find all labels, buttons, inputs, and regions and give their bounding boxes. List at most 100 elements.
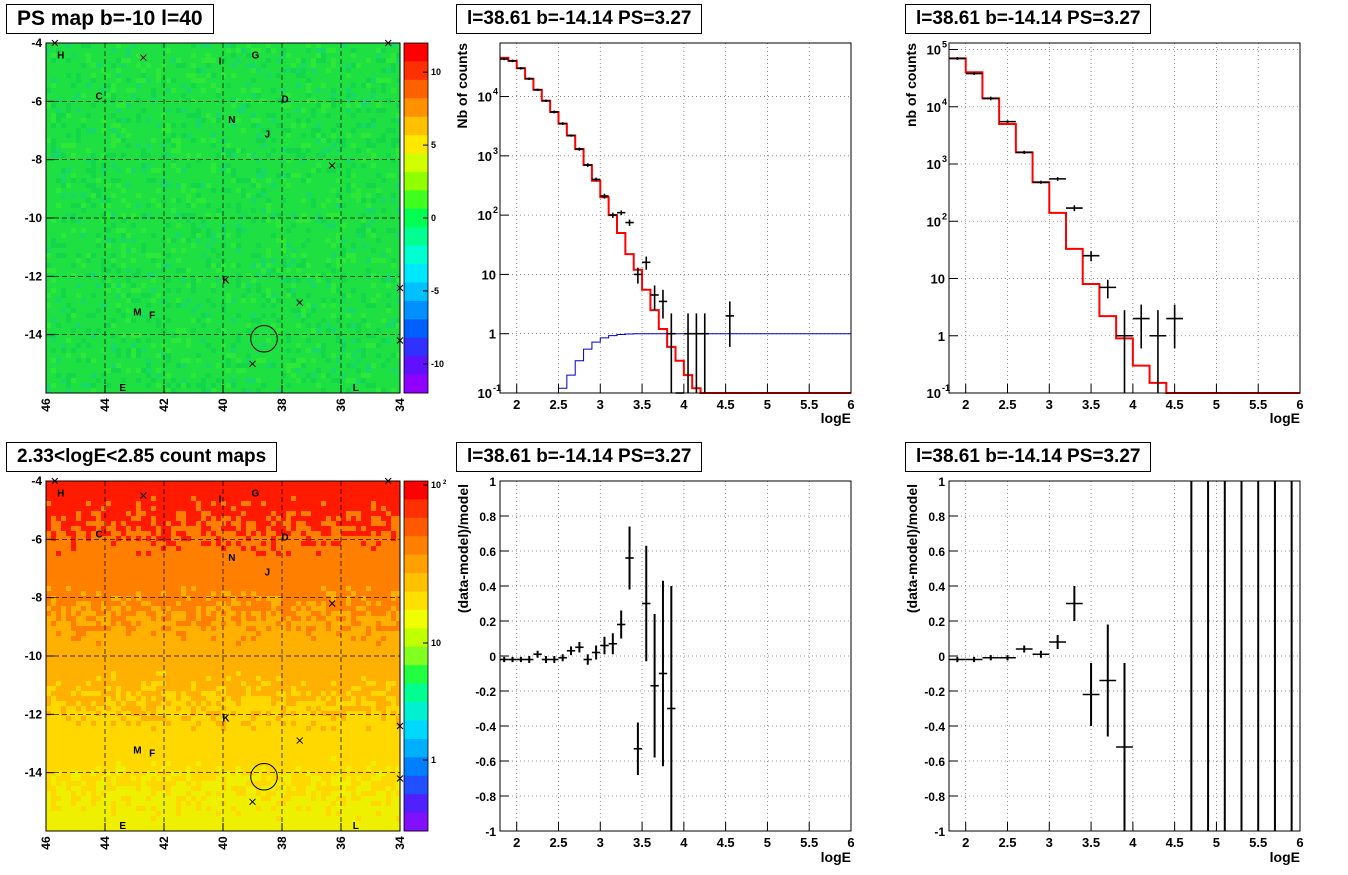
heatmap-cell: [111, 248, 117, 254]
heatmap-cell: [321, 143, 327, 149]
heatmap-cell: [226, 333, 232, 339]
heatmap-cell: [291, 63, 297, 69]
heatmap-cell: [101, 373, 107, 379]
heatmap-cell: [381, 328, 387, 334]
heatmap-cell: [51, 53, 57, 59]
heatmap-cell: [376, 368, 382, 374]
heatmap-cell: [66, 363, 72, 369]
heatmap-cell: [286, 378, 292, 384]
heatmap-cell: [301, 378, 307, 384]
heatmap-cell: [276, 258, 282, 264]
heatmap-cell: [186, 343, 192, 349]
heatmap-cell: [311, 268, 317, 274]
heatmap-cell: [191, 308, 197, 314]
heatmap-cell: [306, 188, 312, 194]
heatmap-cell: [306, 363, 312, 369]
heatmap-cell: [291, 368, 297, 374]
heatmap-cell: [61, 323, 67, 329]
heatmap-cell: [376, 278, 382, 284]
heatmap-cell: [211, 223, 217, 229]
heatmap-cell: [356, 248, 362, 254]
heatmap-cell: [216, 273, 222, 279]
heatmap-cell: [71, 293, 77, 299]
heatmap-cell: [96, 88, 102, 94]
heatmap-cell: [66, 218, 72, 224]
heatmap-cell: [111, 143, 117, 149]
heatmap-cell: [321, 368, 327, 374]
heatmap-cell: [136, 248, 142, 254]
heatmap-cell: [381, 178, 387, 184]
heatmap-cell: [306, 218, 312, 224]
heatmap-cell: [351, 363, 357, 369]
heatmap-cell: [66, 238, 72, 244]
heatmap-cell: [371, 358, 377, 364]
heatmap-cell: [56, 278, 62, 284]
heatmap-cell: [291, 153, 297, 159]
heatmap-cell: [181, 383, 187, 389]
heatmap-cell: [131, 223, 137, 229]
heatmap-cell: [116, 73, 122, 79]
heatmap-cell: [196, 158, 202, 164]
heatmap-cell: [181, 128, 187, 134]
heatmap-cell: [371, 253, 377, 259]
heatmap-cell: [246, 73, 252, 79]
heatmap-cell: [351, 268, 357, 274]
heatmap-cell: [121, 353, 127, 359]
heatmap-cell: [221, 133, 227, 139]
heatmap-cell: [206, 158, 212, 164]
heatmap-cell: [281, 63, 287, 69]
heatmap-cell: [216, 68, 222, 74]
heatmap-cell: [356, 218, 362, 224]
heatmap-cell: [136, 338, 142, 344]
heatmap-cell: [396, 263, 401, 269]
heatmap-cell: [356, 123, 362, 129]
heatmap-cell: [196, 293, 202, 299]
heatmap-cell: [181, 63, 187, 69]
heatmap-cell: [321, 138, 327, 144]
heatmap-cell: [226, 63, 232, 69]
heatmap-cell: [71, 98, 77, 104]
heatmap-cell: [381, 333, 387, 339]
heatmap-cell: [101, 48, 107, 54]
heatmap-cell: [321, 263, 327, 269]
heatmap-cell: [101, 298, 107, 304]
heatmap-cell: [256, 58, 262, 64]
heatmap-cell: [146, 358, 152, 364]
heatmap-cell: [326, 63, 332, 69]
heatmap-cell: [341, 188, 347, 194]
heatmap-cell: [201, 258, 207, 264]
heatmap-cell: [256, 238, 262, 244]
heatmap-cell: [86, 323, 92, 329]
heatmap-cell: [96, 153, 102, 159]
heatmap-cell: [256, 103, 262, 109]
heatmap-cell: [346, 328, 352, 334]
heatmap-cell: [281, 163, 287, 169]
heatmap-cell: [386, 153, 392, 159]
heatmap-cell: [81, 158, 87, 164]
heatmap-cell: [236, 63, 242, 69]
heatmap-cell: [116, 83, 122, 89]
heatmap-cell: [81, 258, 87, 264]
heatmap-cell: [296, 248, 302, 254]
heatmap-cell: [301, 198, 307, 204]
heatmap-cell: [151, 388, 157, 394]
heatmap-cell: [301, 238, 307, 244]
heatmap-cell: [151, 178, 157, 184]
heatmap-cell: [261, 53, 267, 59]
heatmap-cell: [191, 73, 197, 79]
heatmap-cell: [241, 188, 247, 194]
heatmap-cell: [286, 113, 292, 119]
heatmap-cell: [131, 118, 137, 124]
heatmap-cell: [126, 88, 132, 94]
heatmap-cell: [356, 168, 362, 174]
heatmap-cell: [126, 263, 132, 269]
heatmap-cell: [216, 348, 222, 354]
heatmap-cell: [151, 98, 157, 104]
heatmap-cell: [51, 388, 57, 394]
heatmap-cell: [156, 108, 162, 114]
heatmap-cell: [186, 118, 192, 124]
heatmap-cell: [316, 88, 322, 94]
heatmap-cell: [141, 108, 147, 114]
heatmap-cell: [141, 288, 147, 294]
heatmap-cell: [51, 123, 57, 129]
